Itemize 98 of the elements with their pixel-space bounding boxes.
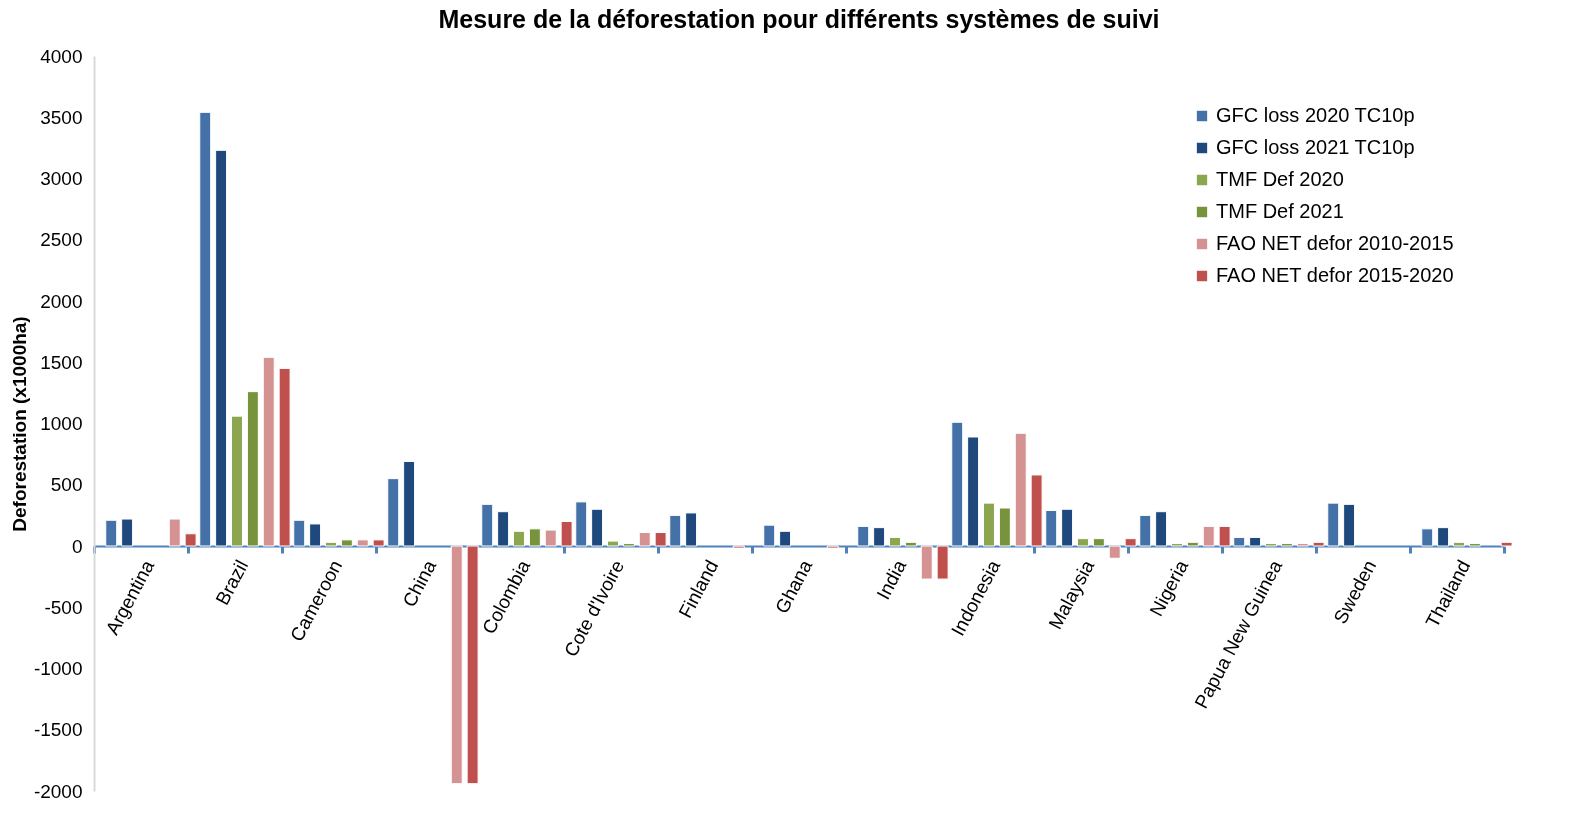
bar	[1249, 536, 1262, 547]
bar	[1218, 525, 1231, 547]
bar	[278, 367, 291, 547]
y-axis-title: Deforestation (x1000ha)	[8, 316, 30, 532]
bar	[1265, 543, 1277, 547]
y-tick-label: 1500	[40, 351, 83, 373]
chart-title: Mesure de la déforestation pour différents systèmes de suivi	[438, 5, 1160, 33]
bar	[1045, 509, 1058, 547]
bar	[732, 545, 745, 549]
bar	[372, 539, 385, 547]
bar	[1296, 543, 1309, 547]
bar	[121, 518, 134, 547]
bar	[1124, 538, 1137, 547]
y-tick-label: -1500	[33, 719, 83, 741]
y-tick-label: 3000	[40, 168, 83, 189]
bar	[356, 539, 369, 547]
bar	[466, 545, 479, 785]
bar	[889, 536, 901, 547]
bar	[669, 514, 682, 547]
bar	[528, 528, 541, 547]
bar	[936, 545, 949, 580]
bar	[293, 519, 306, 547]
bar	[387, 478, 400, 547]
bar	[1202, 525, 1215, 547]
bar	[638, 532, 651, 547]
bar	[951, 421, 964, 547]
bar	[309, 523, 322, 547]
legend-label: GFC loss 2020 TC10p	[1216, 104, 1415, 126]
bar	[654, 532, 667, 547]
bar	[450, 545, 463, 785]
x-tick-label: India	[872, 556, 911, 603]
bar	[1108, 545, 1121, 559]
bar	[1468, 543, 1481, 547]
bar	[607, 540, 619, 547]
bar	[262, 356, 275, 547]
bar	[1014, 432, 1027, 547]
bar	[1453, 541, 1465, 547]
bar	[1343, 503, 1356, 547]
y-tick-label: 1000	[40, 413, 83, 434]
bar	[1155, 511, 1168, 547]
x-tick-label: Brazil	[211, 556, 253, 609]
bar	[779, 530, 792, 547]
y-tick-label: 2500	[40, 229, 83, 251]
bar	[1500, 541, 1513, 547]
bar	[513, 530, 525, 547]
bar	[1139, 514, 1152, 547]
bar	[1421, 528, 1434, 547]
bar	[246, 391, 259, 547]
y-tick-label: 0	[71, 535, 83, 557]
bar	[340, 539, 353, 547]
bar	[481, 503, 494, 547]
bar	[622, 543, 635, 547]
bar	[685, 512, 698, 547]
bar	[544, 529, 557, 547]
bar	[983, 502, 995, 547]
bar	[857, 525, 870, 547]
bar	[1186, 541, 1199, 547]
bar	[1171, 543, 1183, 547]
bar	[967, 436, 980, 547]
bar	[1061, 508, 1074, 547]
bar	[1233, 536, 1246, 547]
bar	[497, 511, 510, 547]
legend-label: GFC loss 2021 TC10p	[1216, 136, 1415, 158]
y-tick-label: -500	[44, 596, 83, 618]
bar	[1327, 502, 1340, 547]
y-tick-label: -1000	[33, 658, 83, 679]
bar	[904, 541, 917, 547]
bar	[873, 527, 886, 547]
bar	[403, 460, 416, 547]
bar	[215, 149, 228, 547]
legend-label: FAO NET defor 2010-2015	[1216, 232, 1454, 254]
legend-label: TMF Def 2020	[1216, 168, 1344, 190]
bar	[1030, 474, 1043, 547]
bar	[168, 518, 181, 547]
bar	[591, 508, 604, 547]
bar	[826, 545, 839, 549]
y-tick-label: 4000	[40, 45, 83, 67]
bar	[231, 415, 243, 547]
bar	[184, 533, 197, 547]
bar	[105, 519, 118, 547]
legend-label: FAO NET defor 2015-2020	[1216, 264, 1454, 286]
bar	[1312, 541, 1325, 547]
bar	[998, 507, 1011, 547]
y-tick-label: 2000	[40, 290, 83, 312]
y-tick-label: 500	[50, 474, 83, 496]
bar	[1280, 543, 1293, 547]
bar	[1077, 538, 1089, 547]
y-tick-label: 3500	[40, 106, 83, 128]
legend-label: TMF Def 2021	[1216, 200, 1344, 222]
bar	[560, 521, 573, 547]
bar	[325, 541, 337, 547]
bar	[199, 111, 212, 547]
bar	[1092, 538, 1105, 547]
bar	[1437, 527, 1450, 547]
bar	[575, 501, 588, 547]
bar	[763, 524, 776, 547]
bar	[920, 545, 933, 580]
y-tick-label: -2000	[33, 780, 83, 802]
